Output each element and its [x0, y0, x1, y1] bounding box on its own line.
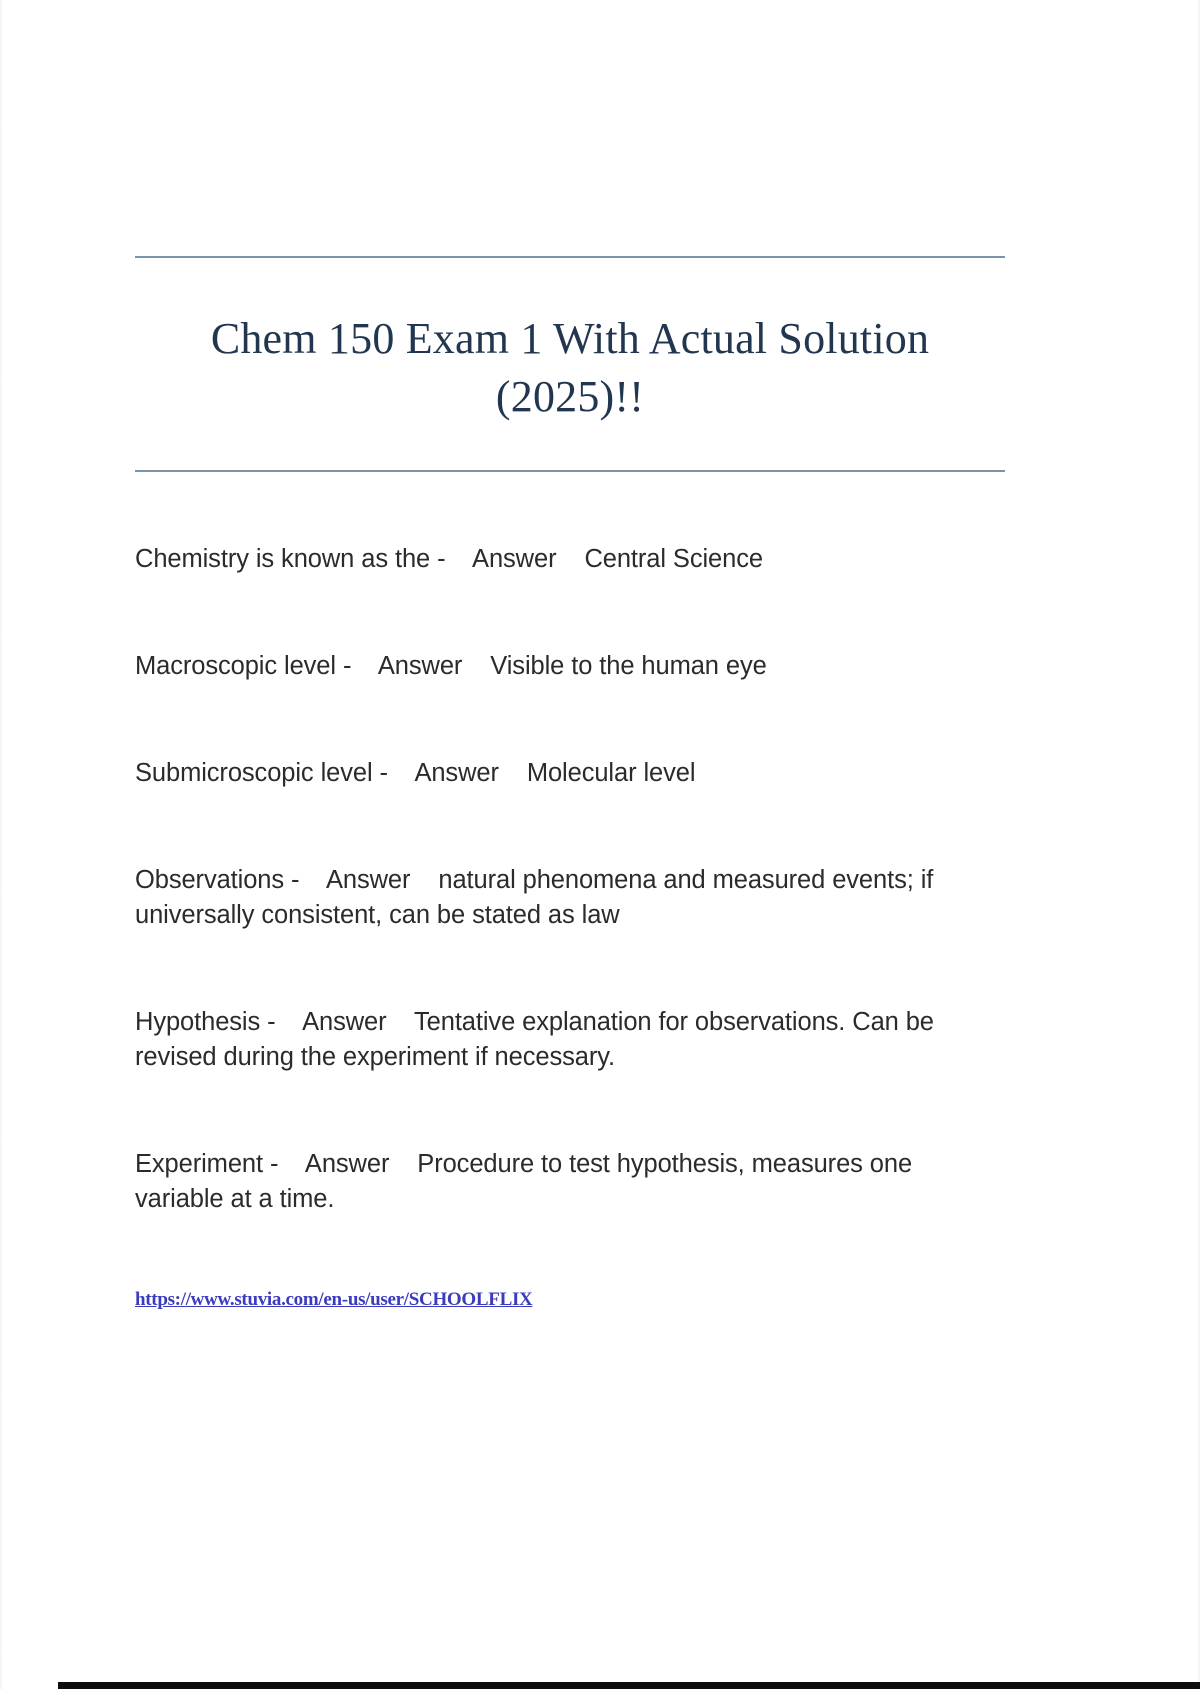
stuvia-profile-link[interactable]: https://www.stuvia.com/en-us/user/SCHOOL…: [135, 1289, 533, 1310]
qa-term: Hypothesis -: [135, 1008, 276, 1036]
qa-answer-label: Answer: [304, 1150, 390, 1178]
qa-answer-text: Procedure to test hypothesis, measures o…: [135, 1150, 913, 1213]
qa-term: Experiment -: [135, 1150, 279, 1178]
qa-answer-label: Answer: [414, 759, 499, 787]
qa-term: Observations -: [135, 866, 300, 894]
qa-entry: Observations - Answer natural phenomena …: [135, 863, 977, 933]
qa-entry: Hypothesis - Answer Tentative explanatio…: [135, 1005, 977, 1075]
title-rule-top: [135, 256, 1005, 258]
qa-answer-label: Answer: [472, 545, 557, 573]
qa-entry: Experiment - Answer Procedure to test hy…: [135, 1147, 977, 1217]
qa-answer-text: natural phenomena and measured events; i…: [135, 866, 934, 929]
page-edge-right: [1197, 0, 1200, 1689]
qa-entry: Chemistry is known as the - Answer Centr…: [135, 542, 977, 577]
footer: https://www.stuvia.com/en-us/user/SCHOOL…: [135, 1289, 1005, 1311]
qa-answer-label: Answer: [377, 652, 463, 680]
qa-entry: Submicroscopic level - Answer Molecular …: [135, 756, 977, 791]
page-edge-left: [0, 0, 3, 1689]
qa-answer-text: Central Science: [584, 545, 763, 573]
qa-answer-text: Visible to the human eye: [490, 652, 767, 680]
title-rule-bottom: [135, 470, 1005, 472]
title-block: Chem 150 Exam 1 With Actual Solution (20…: [135, 256, 1005, 472]
qa-answer-text: Tentative explanation for observations. …: [135, 1008, 934, 1071]
qa-term: Submicroscopic level -: [135, 759, 388, 787]
page-title: Chem 150 Exam 1 With Actual Solution (20…: [210, 314, 930, 421]
qa-list: Chemistry is known as the - Answer Centr…: [135, 542, 1005, 1217]
qa-term: Macroscopic level -: [135, 652, 352, 680]
document-content: Chem 150 Exam 1 With Actual Solution (20…: [135, 0, 1005, 1311]
qa-answer-label: Answer: [325, 866, 411, 894]
qa-answer-text: Molecular level: [526, 759, 696, 787]
qa-entry: Macroscopic level - Answer Visible to th…: [135, 649, 977, 684]
qa-answer-label: Answer: [302, 1008, 387, 1036]
qa-term: Chemistry is known as the -: [135, 545, 446, 573]
page-bottom-edge: [58, 1682, 1200, 1689]
